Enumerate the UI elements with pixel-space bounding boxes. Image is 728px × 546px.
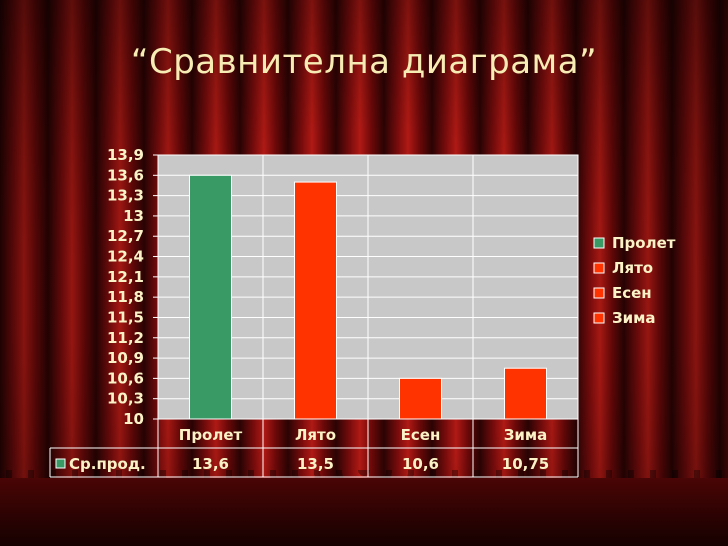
category-label: Есен xyxy=(401,426,441,444)
legend-swatch xyxy=(593,287,605,299)
y-tick-label: 10,6 xyxy=(107,369,144,387)
category-label: Лято xyxy=(295,426,336,444)
category-label: Зима xyxy=(504,426,548,444)
y-tick-label: 12,7 xyxy=(107,227,144,245)
bar xyxy=(189,174,232,420)
data-label: 13,5 xyxy=(297,455,334,473)
y-tick-label: 13 xyxy=(123,207,144,225)
y-tick-label: 11,2 xyxy=(107,329,144,347)
y-axis-ticks: 10 10,3 10,6 10,9 11,2 11,5 11,8 12,1 12,4 12,7 13… xyxy=(107,146,158,428)
data-label: 13,6 xyxy=(192,455,229,473)
slide-title: “Сравнителна диаграма” xyxy=(130,42,598,82)
data-label: 10,6 xyxy=(402,455,439,473)
stage-floor xyxy=(0,478,728,546)
legend-entry: Пролет xyxy=(612,234,676,252)
series-name: Ср.прод. xyxy=(69,455,146,473)
y-tick-label: 13,9 xyxy=(107,146,144,164)
legend-swatch xyxy=(593,262,605,274)
y-tick-label: 10,9 xyxy=(107,349,144,367)
data-table: Пролет 13,6 Лято 13,5 Есен 10,6 Зима 10,75 Ср.пр… xyxy=(49,419,579,478)
legend: Пролет Лято Есен Зима xyxy=(593,234,676,327)
data-label: 10,75 xyxy=(502,455,549,473)
bar xyxy=(294,181,337,420)
legend-entry: Зима xyxy=(612,309,656,327)
y-tick-label: 13,6 xyxy=(107,166,144,184)
legend-swatch xyxy=(593,312,605,324)
legend-entry: Лято xyxy=(612,259,653,277)
y-tick-label: 12,4 xyxy=(107,248,144,266)
legend-swatch xyxy=(593,237,605,249)
bar xyxy=(399,377,442,420)
y-tick-label: 11,5 xyxy=(107,308,144,326)
y-tick-label: 10,3 xyxy=(107,390,144,408)
category-label: Пролет xyxy=(179,426,243,444)
y-tick-label: 13,3 xyxy=(107,187,144,205)
bar xyxy=(504,367,547,420)
series-key xyxy=(55,458,66,469)
y-tick-label: 10 xyxy=(123,410,144,428)
bars xyxy=(189,174,547,420)
y-tick-label: 11,8 xyxy=(107,288,144,306)
y-tick-label: 12,1 xyxy=(107,268,144,286)
legend-entry: Есен xyxy=(612,284,652,302)
